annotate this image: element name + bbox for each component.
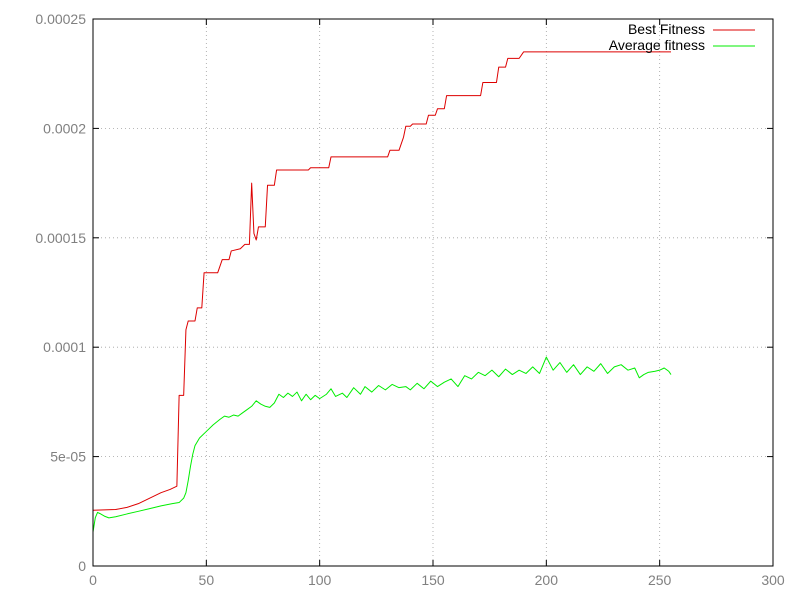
y-tick-label: 0.0001 — [43, 339, 86, 355]
y-tick-label: 0 — [78, 558, 86, 574]
y-tick-label: 0.00015 — [35, 230, 86, 246]
x-tick-label: 0 — [89, 572, 97, 588]
y-tick-label: 5e-05 — [50, 449, 86, 465]
y-tick-label: 0.0002 — [43, 120, 86, 136]
x-tick-label: 150 — [421, 572, 445, 588]
x-tick-label: 50 — [199, 572, 215, 588]
x-tick-label: 300 — [761, 572, 785, 588]
x-tick-label: 100 — [308, 572, 332, 588]
legend-label-best-fitness: Best Fitness — [628, 21, 705, 37]
x-tick-label: 200 — [535, 572, 559, 588]
axes: 0 50 100 150 200 250 300 0 5e-05 0.0001 0.00015 0.0… — [35, 11, 785, 588]
legend-label-average-fitness: Average fitness — [609, 37, 705, 53]
grid — [93, 19, 773, 566]
x-tick-label: 250 — [648, 572, 672, 588]
series-layer — [92, 51, 672, 533]
series-line-best-fitness — [92, 51, 671, 511]
y-tick-label: 0.00025 — [35, 11, 86, 27]
series-line-average-fitness — [92, 356, 672, 533]
